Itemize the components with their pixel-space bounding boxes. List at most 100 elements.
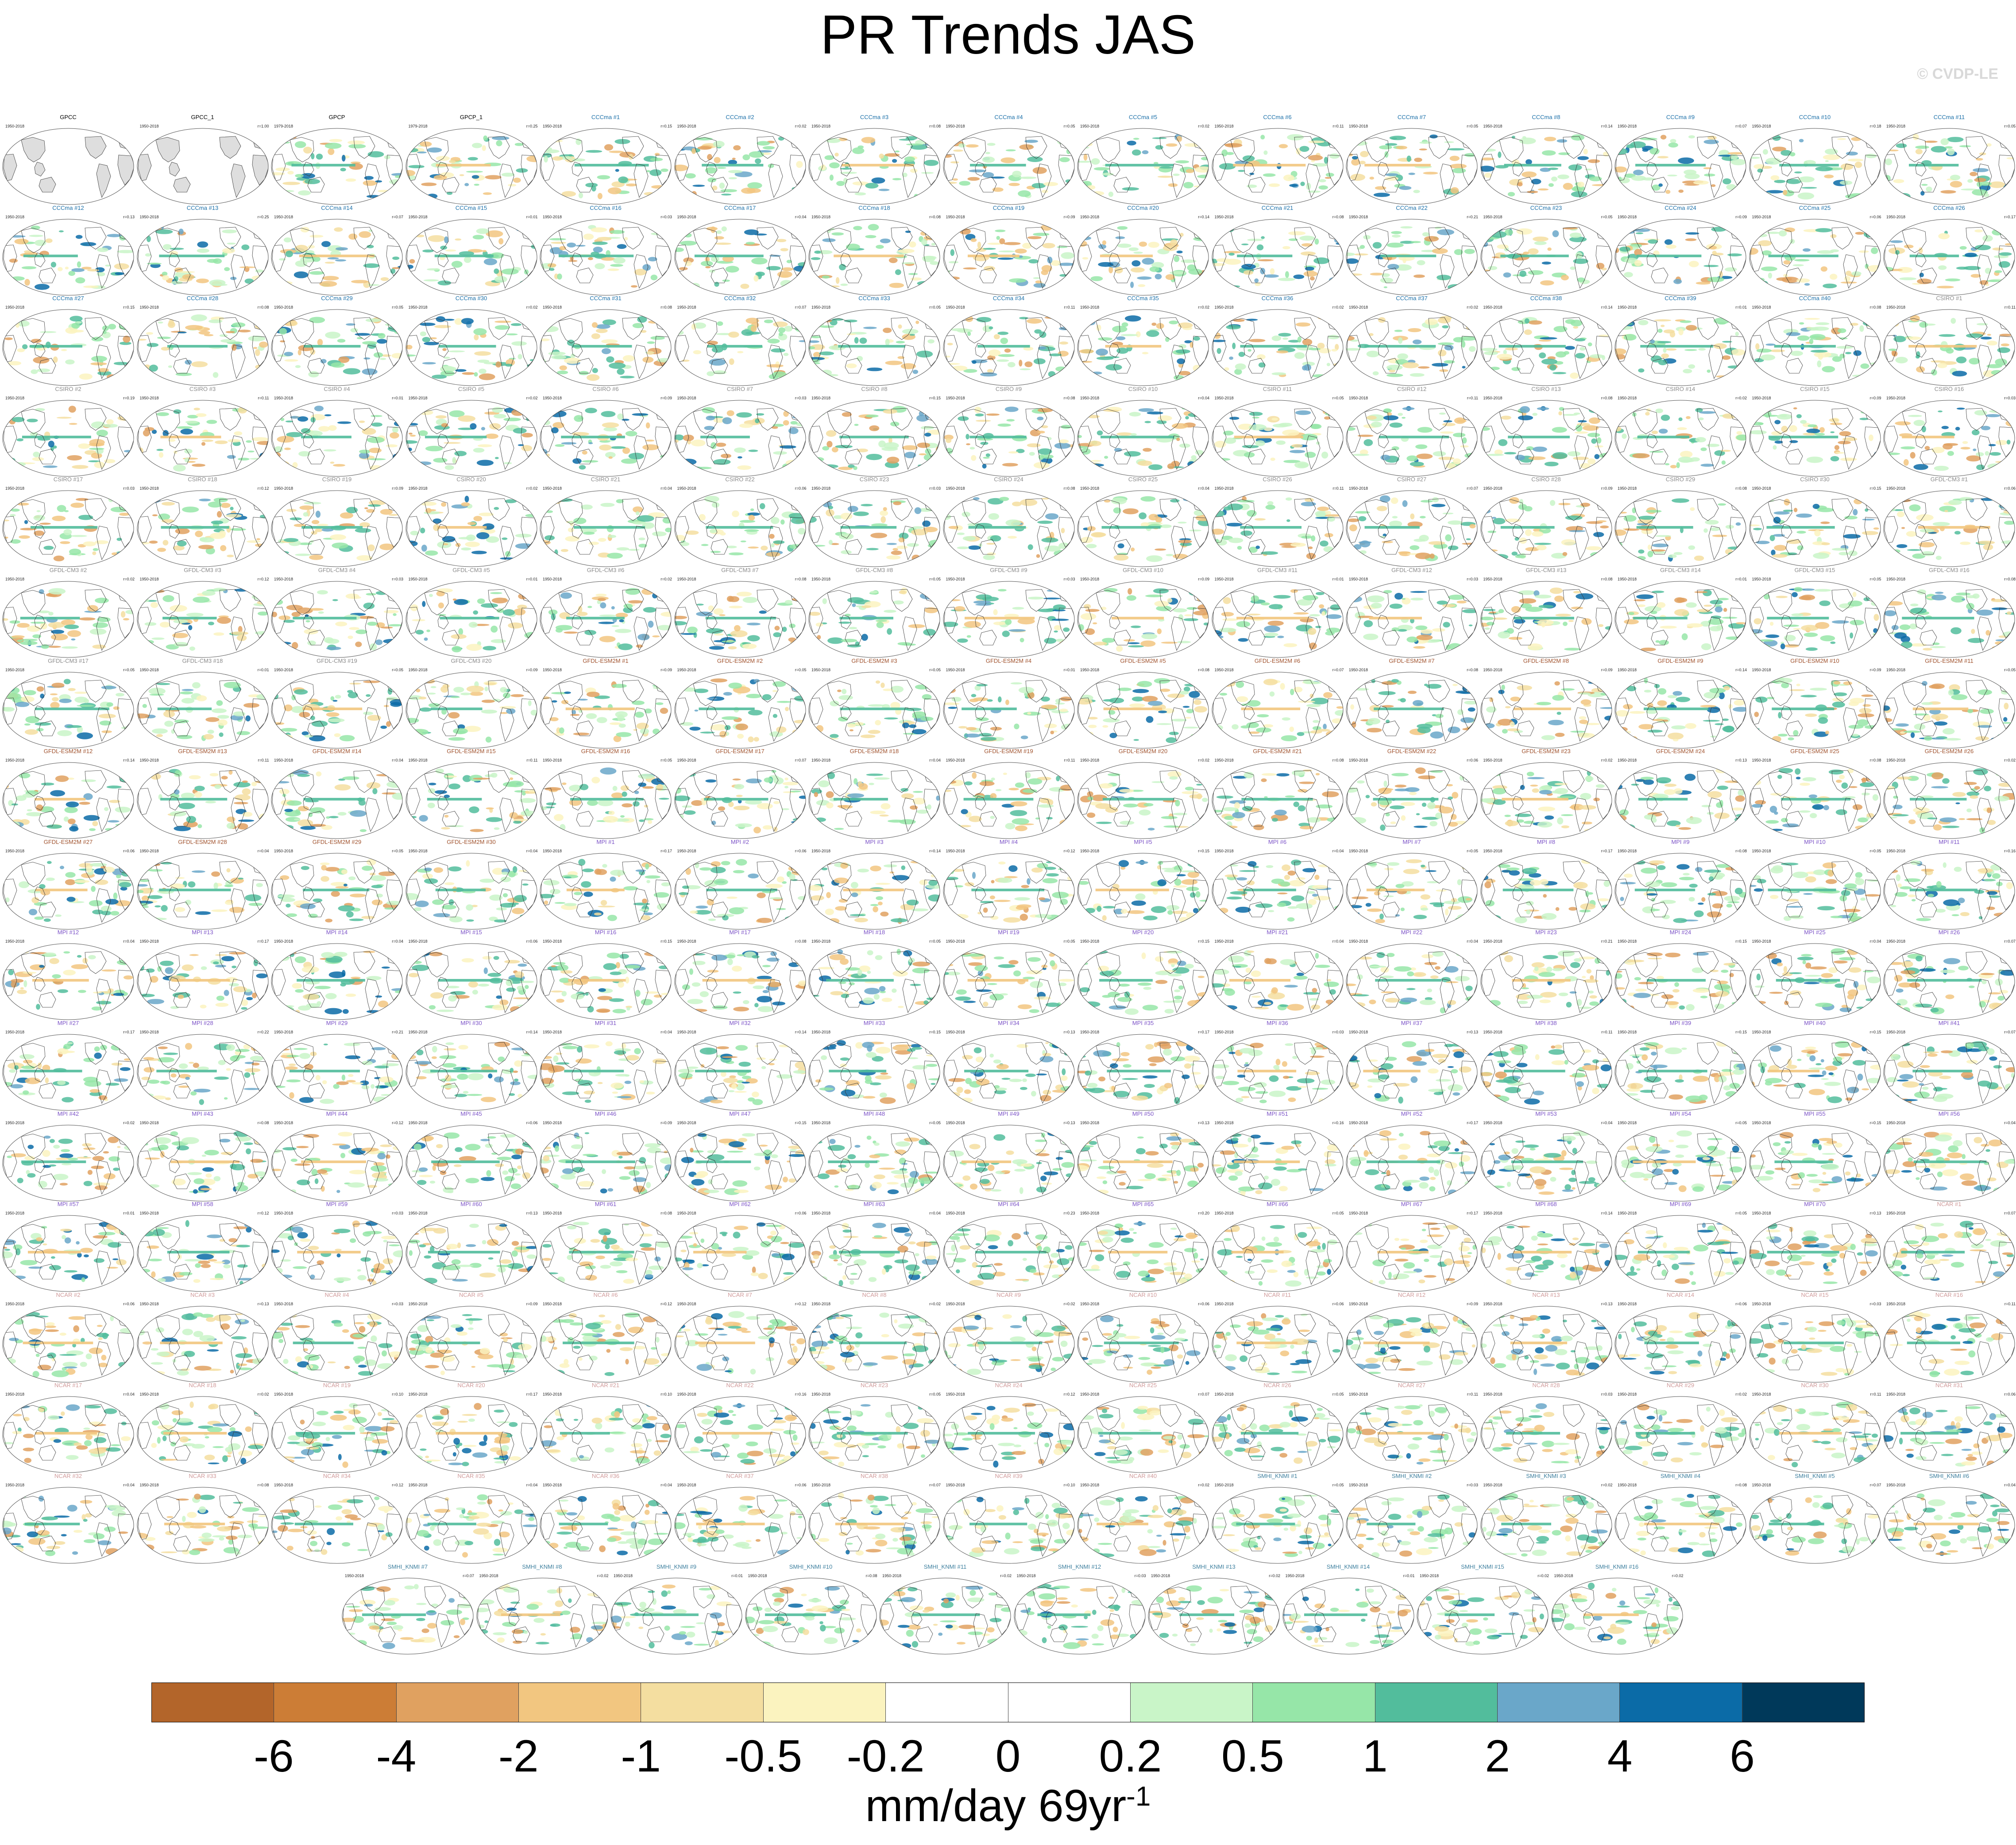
- panel-date-range: 1950-2018: [1483, 1120, 1502, 1125]
- precip-trend-map: [271, 400, 403, 477]
- panel-title: MPI #28: [192, 1020, 213, 1026]
- map-panel: MPI #25 1950-2018 r=0.04: [1749, 929, 1881, 1020]
- precip-trend-map: [808, 309, 940, 386]
- panel-title: MPI #64: [998, 1201, 1020, 1208]
- precip-trend-map: [271, 1034, 403, 1111]
- precip-trend-map: [1749, 128, 1881, 205]
- panel-title: MPI #65: [1132, 1201, 1154, 1208]
- panel-title: MPI #57: [57, 1201, 79, 1208]
- precip-trend-map: [1883, 219, 2015, 296]
- map-panel: SMHI_KNMI #13 1950-2018 r=0.02: [1147, 1563, 1280, 1655]
- precip-trend-map: [808, 1215, 940, 1292]
- map-panel: CCCma #34 1950-2018 r=0.11: [942, 295, 1075, 386]
- panel-date-range: 1950-2018: [139, 1301, 159, 1306]
- panel-title: MPI #23: [1535, 929, 1557, 936]
- precip-trend-map: [2, 762, 134, 839]
- panel-date-range: 1950-2018: [1349, 939, 1368, 944]
- precip-trend-map: [1614, 1215, 1746, 1292]
- panel-date-range: 1950-2018: [408, 939, 428, 944]
- panel-date-range: 1950-2018: [1618, 124, 1637, 128]
- panel-date-range: 1950-2018: [1752, 486, 1771, 491]
- panel-pattern-correlation: r=0.05: [929, 305, 941, 310]
- panel-date-range: 1950-2018: [1752, 667, 1771, 672]
- panel-title: CSIRO #23: [859, 476, 889, 483]
- panel-pattern-correlation: r=0.02: [1735, 1392, 1747, 1397]
- colorbar-tick-label: 0.5: [1221, 1731, 1284, 1781]
- panel-pattern-correlation: r=0.04: [1198, 486, 1209, 491]
- map-panel: GFDL-ESM2M #30 1950-2018 r=0.04: [405, 839, 538, 930]
- panel-title: CSIRO #4: [324, 385, 350, 392]
- map-panel: NCAR #28 1950-2018 r=0.03: [1480, 1382, 1613, 1473]
- panel-title: GFDL-ESM2M #17: [715, 748, 765, 755]
- map-panel: CCCma #10 1950-2018 r=0.18: [1749, 114, 1881, 205]
- panel-date-range: 1950-2018: [946, 1392, 965, 1397]
- panel-title: GPCP_1: [460, 114, 483, 120]
- precip-trend-map: [137, 943, 268, 1020]
- panel-date-range: 1950-2018: [1618, 395, 1637, 400]
- panel-date-range: 1950-2018: [1214, 1120, 1234, 1125]
- precip-trend-map: [1212, 490, 1343, 567]
- panel-pattern-correlation: r=0.04: [526, 848, 538, 853]
- precip-trend-map: [540, 1396, 672, 1473]
- map-panel: NCAR #20 1950-2018 r=0.17: [405, 1382, 538, 1473]
- panel-date-range: 1950-2018: [1214, 1392, 1234, 1397]
- panel-date-range: 1950-2018: [5, 939, 25, 944]
- panel-pattern-correlation: r=0.03: [2004, 395, 2016, 400]
- precip-trend-map: [137, 672, 268, 749]
- panel-pattern-correlation: r=0.21: [392, 1030, 403, 1034]
- panel-title: MPI #10: [1804, 838, 1826, 845]
- panel-pattern-correlation: r=0.12: [795, 1301, 807, 1306]
- panel-pattern-correlation: r=0.08: [929, 214, 941, 219]
- panel-date-range: 1950-2018: [1214, 1211, 1234, 1216]
- panel-title: NCAR #30: [1801, 1382, 1829, 1389]
- precip-trend-map: [1346, 943, 1478, 1020]
- panel-title: CSIRO #12: [1397, 385, 1427, 392]
- panel-date-range: 1950-2018: [1618, 667, 1637, 672]
- colorbar-segment: [396, 1683, 519, 1722]
- panel-title: NCAR #22: [726, 1382, 754, 1389]
- map-panel: CCCma #8 1950-2018 r=0.14: [1480, 114, 1613, 205]
- panel-date-range: 1950-2018: [1752, 395, 1771, 400]
- map-panel: NCAR #3 1950-2018 r=0.13: [136, 1292, 269, 1383]
- map-panel: CSIRO #19 1950-2018 r=0.09: [270, 476, 403, 567]
- precip-trend-map: [1480, 1125, 1612, 1202]
- panel-title: SMHI_KNMI #8: [522, 1563, 562, 1570]
- panel-title: CCCma #25: [1799, 204, 1831, 211]
- colorbar-tick-label: -0.2: [846, 1731, 925, 1781]
- map-panel: SMHI_KNMI #3 1950-2018 r=0.02: [1480, 1473, 1613, 1564]
- panel-date-range: 1950-2018: [543, 486, 562, 491]
- colorbar-tick-label: 0.2: [1099, 1731, 1162, 1781]
- panel-pattern-correlation: r=0.05: [1332, 1483, 1344, 1487]
- panel-title: NCAR #31: [1935, 1382, 1963, 1389]
- map-panel: NCAR #2 1950-2018 r=0.06: [2, 1292, 135, 1383]
- panel-title: GFDL-CM3 #10: [1123, 567, 1163, 573]
- panel-pattern-correlation: r=0.05: [1735, 1120, 1747, 1125]
- precip-trend-map: [540, 128, 672, 205]
- panel-date-range: 1950-2018: [139, 395, 159, 400]
- panel-title: GFDL-ESM2M #2: [717, 657, 763, 664]
- panel-date-range: 1950-2018: [1349, 577, 1368, 581]
- panel-title: GFDL-CM3 #3: [184, 567, 221, 573]
- map-panel: CCCma #40 1950-2018 r=0.08: [1749, 295, 1881, 386]
- panel-pattern-correlation: r=0.08: [1869, 758, 1881, 763]
- panel-title: SMHI_KNMI #7: [387, 1563, 428, 1570]
- map-panel: MPI #12 1950-2018 r=0.04: [2, 929, 135, 1020]
- panel-pattern-correlation: r=0.02: [123, 577, 135, 581]
- map-panel: CCCma #6 1950-2018 r=0.11: [1211, 114, 1344, 205]
- precip-trend-map: [1346, 1396, 1478, 1473]
- map-panel: MPI #44 1950-2018 r=0.12: [270, 1110, 403, 1202]
- precip-trend-map: [1077, 1306, 1209, 1383]
- panel-pattern-correlation: r=0.05: [929, 1120, 941, 1125]
- precip-trend-map: [943, 1215, 1074, 1292]
- panel-date-range: 1950-2018: [274, 667, 294, 672]
- panel-date-range: 1950-2018: [1483, 214, 1502, 219]
- precip-trend-map: [271, 1306, 403, 1383]
- precip-trend-map: [1077, 853, 1209, 930]
- colorbar-segment: [1742, 1683, 1865, 1722]
- panel-date-range: 1950-2018: [1214, 1301, 1234, 1306]
- colorbar-tick-label: -2: [498, 1731, 539, 1781]
- panel-title: MPI #27: [57, 1020, 79, 1026]
- panel-pattern-correlation: r=0.03: [1134, 1573, 1146, 1578]
- panel-title: MPI #70: [1804, 1201, 1826, 1208]
- panel-title: CSIRO #24: [994, 476, 1023, 483]
